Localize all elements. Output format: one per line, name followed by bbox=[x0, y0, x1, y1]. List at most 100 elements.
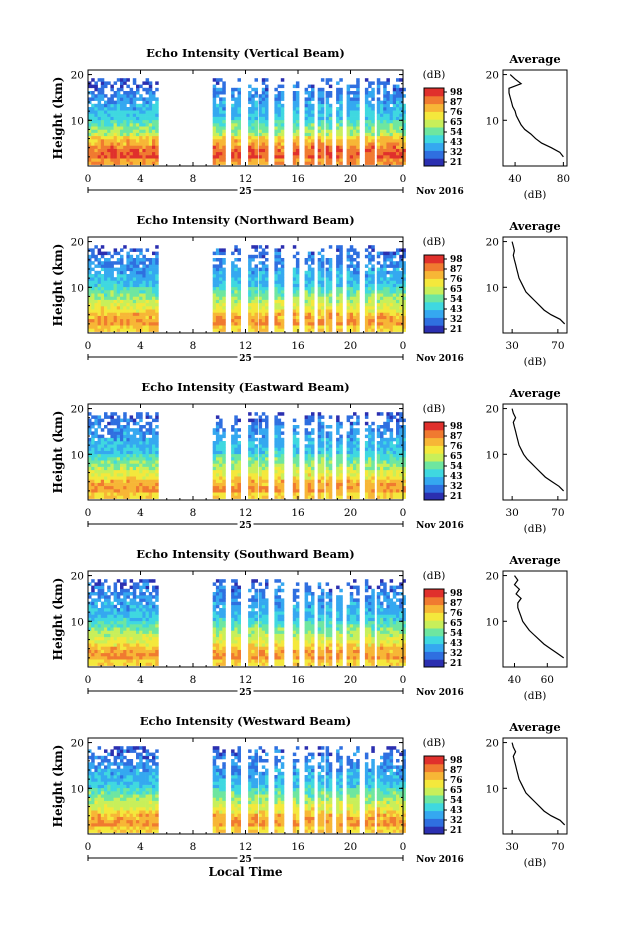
heatmap-cell bbox=[100, 479, 105, 483]
heatmap-cell bbox=[396, 129, 400, 133]
heatmap-cell bbox=[292, 315, 297, 320]
heatmap-cell bbox=[145, 460, 150, 464]
heatmap-cell bbox=[215, 87, 220, 92]
heatmap-cell bbox=[91, 325, 95, 329]
heatmap-cell bbox=[376, 151, 381, 156]
heatmap-cell bbox=[120, 457, 124, 461]
heatmap-cell bbox=[311, 148, 315, 153]
heatmap-cell bbox=[251, 286, 255, 291]
heatmap-cell bbox=[94, 161, 98, 165]
heatmap-cell bbox=[116, 415, 121, 419]
heatmap-cell bbox=[346, 315, 351, 320]
heatmap-cell bbox=[325, 434, 330, 439]
heatmap-cell bbox=[325, 457, 330, 461]
heatmap-cell bbox=[132, 91, 137, 95]
heatmap-cell bbox=[386, 145, 390, 149]
heatmap-cell bbox=[376, 428, 381, 432]
heatmap-cell bbox=[396, 274, 400, 278]
heatmap-cell bbox=[349, 91, 354, 95]
heatmap-cell bbox=[88, 277, 92, 281]
heatmap-cell bbox=[212, 453, 217, 458]
heatmap-cell bbox=[251, 145, 255, 149]
heatmap-cell bbox=[113, 145, 118, 149]
heatmap-cell bbox=[136, 328, 140, 332]
colorbar-swatch bbox=[424, 119, 444, 128]
heatmap-cell bbox=[304, 463, 309, 467]
heatmap-cell bbox=[254, 264, 258, 268]
heatmap-cell bbox=[277, 132, 282, 137]
heatmap-cell bbox=[116, 312, 121, 316]
heatmap-cell bbox=[307, 489, 312, 493]
heatmap-cell bbox=[91, 460, 95, 464]
colorbar-unit: (dB) bbox=[423, 236, 446, 248]
heatmap-cell bbox=[152, 479, 156, 483]
heatmap-cell bbox=[248, 151, 252, 156]
heatmap-cell bbox=[110, 476, 114, 480]
heatmap-cell bbox=[292, 119, 297, 124]
heatmap-cell bbox=[104, 450, 108, 455]
heatmap-cell bbox=[399, 110, 403, 114]
heatmap-cell bbox=[380, 290, 384, 294]
heatmap-cell bbox=[295, 447, 300, 451]
heatmap-cell bbox=[152, 460, 156, 464]
heatmap-cell bbox=[116, 453, 121, 458]
heatmap-cell bbox=[142, 485, 146, 490]
heatmap-cell bbox=[97, 277, 102, 281]
heatmap-cell bbox=[231, 318, 235, 323]
heatmap-cell bbox=[234, 441, 238, 445]
heatmap-cell bbox=[383, 267, 387, 272]
heatmap-cell bbox=[97, 302, 102, 307]
heatmap-cell bbox=[107, 312, 111, 316]
heatmap-cell bbox=[364, 161, 369, 165]
heatmap-cell bbox=[389, 479, 394, 483]
colorbar-swatch bbox=[424, 142, 444, 151]
heatmap-cell bbox=[274, 447, 278, 451]
heatmap-cell bbox=[234, 132, 238, 137]
heatmap-cell bbox=[126, 460, 130, 464]
heatmap-cell bbox=[148, 283, 153, 288]
heatmap-cell bbox=[219, 107, 223, 111]
heatmap-cell bbox=[129, 482, 134, 487]
colorbar-frame bbox=[423, 421, 445, 501]
heatmap-cell bbox=[251, 151, 255, 156]
heatmap-cell bbox=[254, 425, 258, 429]
heatmap-cell bbox=[219, 290, 223, 294]
heatmap-cell bbox=[215, 264, 220, 268]
heatmap-cell bbox=[277, 431, 282, 435]
heatmap-cell bbox=[104, 457, 108, 461]
heatmap-cell bbox=[215, 431, 220, 435]
heatmap-cell bbox=[258, 261, 263, 265]
heatmap-cell bbox=[402, 251, 406, 256]
heatmap-cell bbox=[317, 258, 322, 262]
heatmap-cell bbox=[274, 460, 278, 464]
heatmap-cell bbox=[91, 431, 95, 435]
heatmap-cell bbox=[339, 296, 343, 300]
heatmap-cell bbox=[107, 148, 111, 153]
heatmap-cell bbox=[265, 290, 269, 294]
heatmap-cell bbox=[94, 495, 98, 499]
heatmap-cell bbox=[97, 309, 102, 313]
heatmap-cell bbox=[231, 322, 235, 326]
heatmap-cell bbox=[304, 161, 309, 165]
heatmap-cell bbox=[399, 457, 403, 461]
heatmap-cell bbox=[129, 277, 134, 281]
heatmap-cell bbox=[376, 492, 381, 496]
heatmap-cell bbox=[152, 428, 156, 432]
heatmap-cell bbox=[261, 107, 266, 111]
heatmap-cell bbox=[274, 116, 278, 121]
colorbar-unit: (dB) bbox=[423, 69, 446, 81]
heatmap-cell bbox=[104, 293, 108, 297]
heatmap-cell bbox=[277, 479, 282, 483]
heatmap-cell bbox=[336, 267, 340, 272]
heatmap-cell bbox=[219, 87, 223, 92]
heatmap-cell bbox=[292, 84, 297, 89]
heatmap-cell bbox=[116, 123, 121, 127]
heatmap-cell bbox=[307, 254, 312, 259]
heatmap-cell bbox=[371, 328, 375, 332]
heatmap-cell bbox=[148, 103, 153, 108]
heatmap-cell bbox=[100, 103, 105, 108]
heatmap-cell bbox=[277, 286, 282, 291]
heatmap-cell bbox=[142, 479, 146, 483]
date-day-label: 25 bbox=[239, 354, 252, 364]
heatmap-cell bbox=[251, 270, 255, 275]
